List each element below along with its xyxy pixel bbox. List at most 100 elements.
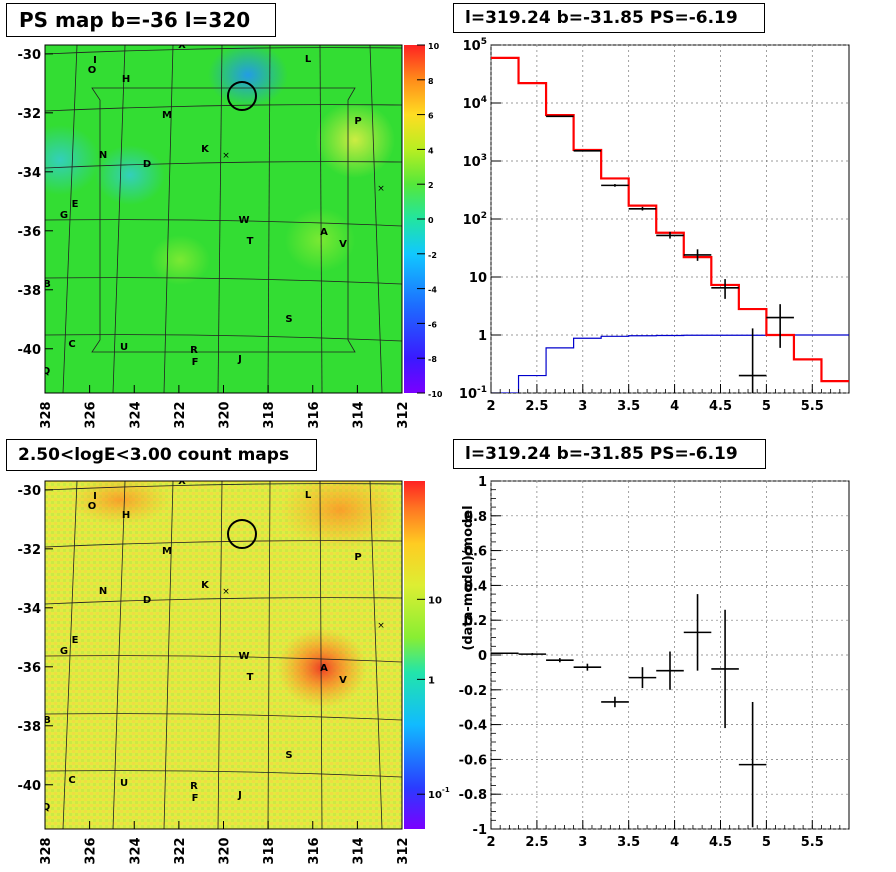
- ps-map-lat-line: [45, 334, 402, 342]
- ps-map-x-tick-label: 316: [307, 401, 322, 428]
- count-map-lat-line: [45, 713, 402, 721]
- ps-map-x-tick-label: 324: [128, 401, 143, 428]
- residual-y-tick-label: 0: [478, 649, 487, 664]
- ps-map-lime-spot-2: [150, 235, 210, 285]
- spectrum-y-tick-label: 10-1: [459, 385, 487, 402]
- spectrum-panel: 2 2.5 3 3.5 4 4.5 5 5.5 10-1 1 10 102 103 104 105: [459, 37, 850, 414]
- spectrum-y-tick-label: 103: [463, 153, 487, 170]
- ps-map-source-label: X: [178, 40, 186, 51]
- ps-map-y-tick-label: -34: [18, 166, 42, 181]
- ps-map-lat-line: [45, 47, 402, 55]
- count-map-cbar-tick-label: 1: [428, 675, 435, 686]
- ps-map-x-tick-label: 312: [396, 401, 411, 428]
- residual-x-tick-label: 3.5: [617, 835, 640, 850]
- ps-map-cbar-tick-label: -8: [428, 355, 437, 364]
- count-map-x-tick-label: 312: [396, 837, 411, 864]
- ps-map-lat-line: [45, 219, 402, 227]
- spectrum-x-tick-label: 4: [670, 399, 679, 414]
- ps-map-source-label: C: [68, 339, 75, 350]
- count-map-source-label: O: [88, 501, 97, 512]
- count-map-lon-line: [217, 481, 223, 829]
- count-map-lat-line: [45, 770, 402, 778]
- ps-map-source-label: K: [201, 144, 210, 155]
- count-map-lon-line: [112, 481, 126, 829]
- residual-x-tick-label: 4.5: [709, 835, 732, 850]
- ps-map-cbar-tick-label: 10: [428, 42, 440, 51]
- count-map-x-tick-label: 320: [218, 837, 233, 864]
- ps-map-marker: ×: [377, 184, 385, 194]
- residual-x-tick-label: 5: [762, 835, 771, 850]
- ps-map-source-label: D: [143, 159, 151, 170]
- spectrum-x-tick-label: 3: [578, 399, 587, 414]
- ps-map-cyan-spot: [45, 125, 100, 195]
- count-map-source-label: F: [192, 793, 199, 804]
- ps-map-lon-line: [217, 45, 223, 393]
- ps-map-source-label: G: [60, 210, 68, 221]
- residual-y-tick-label: -0.2: [459, 684, 487, 699]
- count-map-x-tick-label: 316: [307, 837, 322, 864]
- ps-map-source-label: S: [285, 314, 292, 325]
- spectrum-x-tick-label: 5: [762, 399, 771, 414]
- ps-map-lon-line: [62, 45, 78, 393]
- ps-map-lat-line: [45, 277, 402, 285]
- residual-title: l=319.24 b=-31.85 PS=-6.19: [453, 439, 766, 469]
- residual-y-tick-label: -0.6: [459, 753, 487, 768]
- residual-y-tick-label: 0.4: [464, 579, 487, 594]
- residual-x-tick-label: 2: [486, 835, 495, 850]
- residual-y-tick-label: -1: [473, 823, 487, 838]
- count-map-x-tick-label: 314: [351, 837, 366, 864]
- ps-map-y-tick-label: -30: [18, 48, 42, 63]
- residual-x-tick-label: 4: [670, 835, 679, 850]
- count-map-x-tick-label: 322: [173, 837, 188, 864]
- count-map-source-label: A: [320, 663, 328, 674]
- ps-map-yellow-spot: [315, 102, 395, 178]
- count-map-lon-line: [319, 481, 323, 829]
- spectrum-frame: [490, 44, 850, 394]
- count-map-source-label: W: [238, 651, 249, 662]
- ps-map-source-label: I: [93, 55, 97, 66]
- ps-map-target-circle: [227, 81, 257, 111]
- spectrum-y-tick-label: 10: [469, 271, 487, 286]
- residual-y-tick-label: -0.8: [459, 788, 487, 803]
- count-map-y-tick-label: -38: [18, 720, 42, 735]
- ps-map-center-marker: ×: [222, 151, 230, 161]
- count-map-center-marker: ×: [222, 587, 230, 597]
- ps-map-source-label: H: [122, 74, 130, 85]
- spectrum-x-tick-label: 4.5: [709, 399, 732, 414]
- count-map-x-tick-label: 318: [262, 837, 277, 864]
- count-map-source-label: E: [72, 635, 79, 646]
- count-map-lon-line: [267, 481, 271, 829]
- count-map-source-label: C: [68, 775, 75, 786]
- count-map-source-label: I: [93, 491, 97, 502]
- spectrum-y-tick-label: 105: [463, 37, 487, 54]
- ps-map-source-label: R: [190, 345, 198, 356]
- ps-map-source-label: W: [238, 215, 249, 226]
- ps-map-y-tick-label: -32: [18, 107, 42, 122]
- count-map-target-circle: [227, 519, 257, 549]
- ps-map-cbar-tick-label: 0: [428, 216, 434, 225]
- count-map-source-label: P: [354, 552, 361, 563]
- ps-map-y-tick-label: -36: [18, 225, 42, 240]
- count-map-lat-line: [45, 597, 402, 605]
- count-map-panel: X L OI H M P N K D EG WT AV B S C U RF J Q × × 328 326 324 32…: [18, 480, 450, 865]
- ps-map-lon-line: [369, 45, 383, 393]
- ps-map-cbar-tick-label: -2: [428, 251, 437, 260]
- ps-map-panel: X L OI H M P N K D EG WT AV B S C U RF J Q × × 328 326 324 32…: [18, 40, 443, 429]
- ps-map-cbar-tick-label: 2: [428, 181, 434, 190]
- spectrum-y-tick-label: 104: [463, 95, 487, 112]
- ps-map-lat-line: [45, 161, 402, 169]
- residual-panel: 2 2.5 3 3.5 4 4.5 5 5.5 1 0.8 0.6 0.4 0.2 0 -0.2 -0.4 -0…: [459, 475, 850, 850]
- count-map-lon-line: [369, 481, 383, 829]
- ps-map-x-tick-label: 314: [351, 401, 366, 428]
- ps-map-cbar-tick-label: 8: [428, 77, 434, 86]
- count-map-lon-line: [163, 481, 174, 829]
- residual-y-tick-label: 0.8: [464, 510, 487, 525]
- residual-ylabel: (data-model)/model: [461, 505, 476, 650]
- count-map-lat-line: [45, 655, 402, 663]
- ps-map-x-tick-label: 328: [39, 401, 54, 428]
- count-map-source-label: H: [122, 510, 130, 521]
- count-map-y-tick-label: -32: [18, 543, 42, 558]
- ps-map-x-tick-label: 326: [84, 401, 99, 428]
- ps-map-cbar-tick-label: -4: [428, 286, 437, 295]
